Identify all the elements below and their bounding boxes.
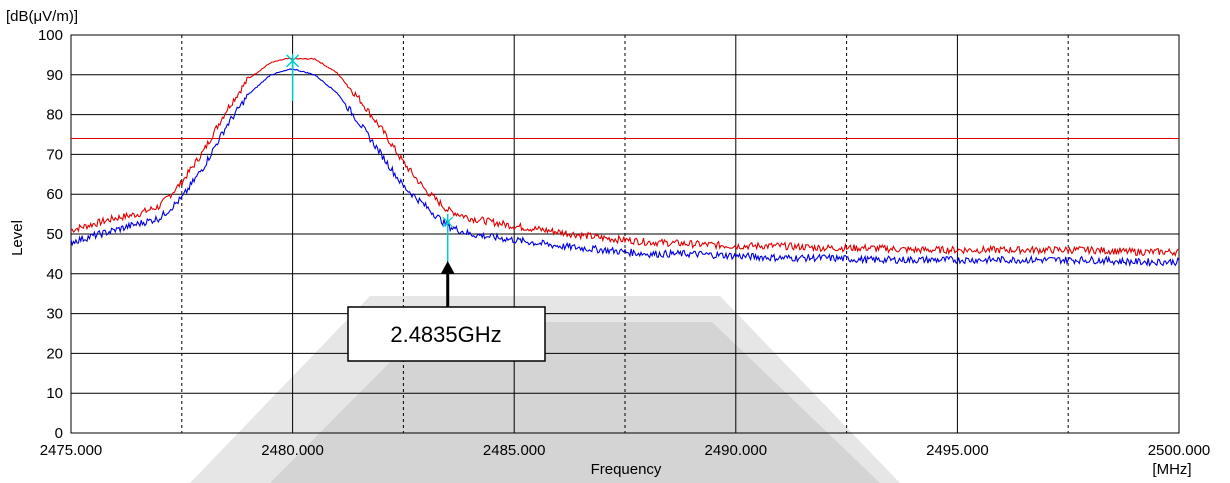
y-tick-label: 100 [38,27,63,44]
y-axis-label: Level [9,220,26,256]
x-tick-label: 2480.000 [261,442,324,459]
markers-layer [286,53,454,263]
x-unit-label: [MHz] [1152,461,1191,478]
x-tick-label: 2500.000 [1148,442,1211,459]
y-tick-label: 40 [46,266,63,283]
callout: 2.4835GHz [347,261,546,362]
callout-box [347,306,546,362]
x-tick-label: 2475.000 [40,442,103,459]
x-tick-label: 2495.000 [926,442,989,459]
series-line-blue [70,68,1180,268]
x-tick-labels: 2475.000 2480.000 2485.000 2490.000 2495.000… [40,442,1211,459]
edge-marker-x [442,216,454,228]
plot-frame [70,34,1180,434]
series-layer [70,57,1180,268]
callout-label: 2.4835GHz [390,322,501,347]
y-tick-label: 0 [55,425,63,442]
y-tick-label: 50 [46,226,63,243]
x-tick-label: 2490.000 [705,442,768,459]
y-tick-label: 60 [46,186,63,203]
y-tick-label: 10 [46,385,63,402]
y-tick-label: 20 [46,345,63,362]
y-tick-label: 70 [46,146,63,163]
callout-arrow-head [440,261,455,274]
y-tick-labels: 0 10 20 30 40 50 60 70 80 90 100 [38,27,63,442]
series-line-red [70,57,1180,258]
y-unit-label: [dB(μV/m)] [6,8,78,25]
x-axis-label: Frequency [591,461,662,478]
y-tick-label: 30 [46,306,63,323]
y-tick-label: 80 [46,107,63,124]
x-tick-label: 2485.000 [483,442,546,459]
grid-lines [71,35,1179,433]
y-tick-label: 90 [46,67,63,84]
